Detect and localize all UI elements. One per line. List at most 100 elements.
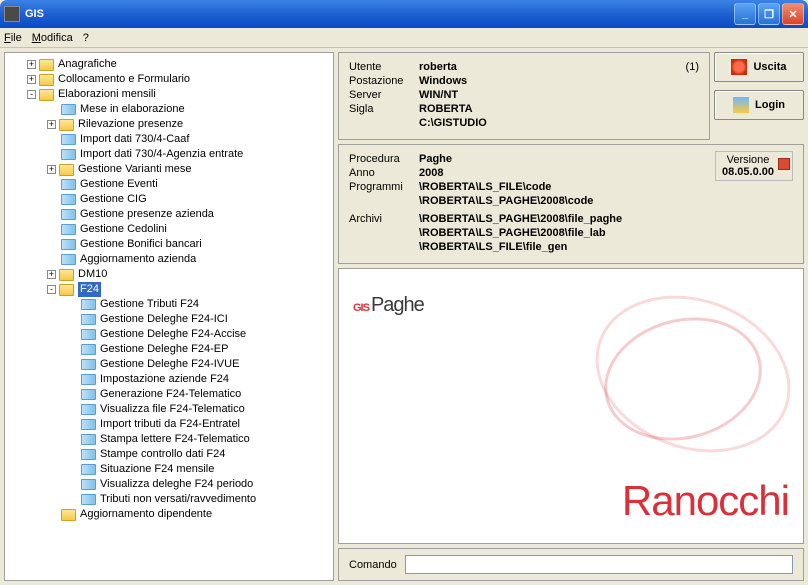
item-icon [81, 404, 96, 415]
tree-item-label: Gestione Cedolini [80, 222, 167, 237]
expand-toggle[interactable]: + [47, 165, 56, 174]
item-icon [81, 314, 96, 325]
version-label: Versione [722, 154, 774, 166]
tree-item[interactable]: -Elaborazioni mensili [7, 87, 331, 102]
tree-item[interactable]: Stampe controllo dati F24 [7, 447, 331, 462]
right-column: Utenteroberta(1) PostazioneWindows Serve… [338, 52, 804, 581]
item-icon [61, 209, 76, 220]
tree-item[interactable]: Gestione presenze azienda [7, 207, 331, 222]
tree-item[interactable]: +DM10 [7, 267, 331, 282]
tree-item-label: Aggiornamento azienda [80, 252, 196, 267]
programmi-label: Programmi [349, 181, 419, 193]
tree-item[interactable]: Visualizza deleghe F24 periodo [7, 477, 331, 492]
tree-item[interactable]: Gestione CIG [7, 192, 331, 207]
expand-toggle[interactable]: + [47, 270, 56, 279]
tree-item-label: Anagrafiche [58, 57, 117, 72]
version-box: Versione 08.05.0.00 [715, 151, 793, 181]
item-icon [61, 149, 76, 160]
tree-item-label: Visualizza deleghe F24 periodo [100, 477, 253, 492]
item-icon [81, 329, 96, 340]
content: + Anagrafiche + Collocamento e Formulario-E… [0, 48, 808, 585]
tree-panel[interactable]: + Anagrafiche + Collocamento e Formulario-E… [4, 52, 334, 581]
tree-item[interactable]: Visualizza file F24-Telematico [7, 402, 331, 417]
close-button[interactable]: ✕ [782, 3, 804, 25]
tree-item-label: Collocamento e Formulario [58, 72, 190, 87]
tree-item[interactable]: Generazione F24-Telematico [7, 387, 331, 402]
tree-item-label: Gestione Bonifici bancari [80, 237, 202, 252]
login-label: Login [755, 99, 785, 111]
archivi-path2: \ROBERTA\LS_PAGHE\2008\file_lab [419, 227, 606, 239]
logo-panel: GISPaghe Ranocchi [338, 268, 804, 544]
window-title: GIS [25, 8, 734, 20]
tree-item[interactable]: +Rilevazione presenze [7, 117, 331, 132]
tree-item-label: Import tributi da F24-Entratel [100, 417, 240, 432]
menu-modifica[interactable]: Modifica [32, 32, 73, 44]
sigla-value: ROBERTA [419, 103, 473, 115]
login-icon [733, 97, 749, 113]
folder-icon [59, 119, 74, 131]
item-icon [81, 464, 96, 475]
tree-item[interactable]: Gestione Deleghe F24-EP [7, 342, 331, 357]
item-icon [81, 374, 96, 385]
tree-item[interactable]: Tributi non versati/ravvedimento [7, 492, 331, 507]
tree-item[interactable]: Gestione Deleghe F24-Accise [7, 327, 331, 342]
item-icon [61, 224, 76, 235]
tree-item[interactable]: Aggiornamento azienda [7, 252, 331, 267]
tree-item[interactable]: Situazione F24 mensile [7, 462, 331, 477]
tree-item-label: Aggiornamento dipendente [80, 507, 212, 522]
folder-icon [39, 59, 54, 71]
tree-item[interactable]: + Collocamento e Formulario [7, 72, 331, 87]
procedura-value: Paghe [419, 153, 452, 165]
minimize-button[interactable]: _ [734, 3, 756, 25]
tree-item[interactable]: + Gestione Varianti mese [7, 162, 331, 177]
tree-item-label: Tributi non versati/ravvedimento [100, 492, 256, 507]
item-icon [81, 434, 96, 445]
menu-file[interactable]: File [4, 32, 22, 44]
menu-help[interactable]: ? [83, 32, 89, 44]
tree-item[interactable]: Import tributi da F24-Entratel [7, 417, 331, 432]
tree-item[interactable]: Mese in elaborazione [7, 102, 331, 117]
tree-item[interactable]: + Anagrafiche [7, 57, 331, 72]
tree-item-label: Import dati 730/4-Caaf [80, 132, 189, 147]
archivi-path1: \ROBERTA\LS_PAGHE\2008\file_paghe [419, 213, 622, 225]
programmi-path2: \ROBERTA\LS_PAGHE\2008\code [419, 195, 593, 207]
tree-item[interactable]: Gestione Deleghe F24-IVUE [7, 357, 331, 372]
button-column: Uscita Login [714, 52, 804, 140]
tree-item[interactable]: - F24 [7, 282, 331, 297]
tree-item[interactable]: Gestione Cedolini [7, 222, 331, 237]
tree-item[interactable]: Gestione Eventi [7, 177, 331, 192]
expand-toggle[interactable]: - [27, 90, 36, 99]
tree-item-label: Import dati 730/4-Agenzia entrate [80, 147, 243, 162]
tree-item[interactable]: Gestione Deleghe F24-ICI [7, 312, 331, 327]
archivi-label: Archivi [349, 213, 419, 225]
uscita-label: Uscita [753, 61, 786, 73]
maximize-button[interactable]: ❐ [758, 3, 780, 25]
uscita-button[interactable]: Uscita [714, 52, 804, 82]
pdf-icon[interactable] [778, 158, 790, 170]
tree-item[interactable]: Gestione Bonifici bancari [7, 237, 331, 252]
tree-item[interactable]: Stampa lettere F24-Telematico [7, 432, 331, 447]
tree-item-label: Stampe controllo dati F24 [100, 447, 225, 462]
tree-item[interactable]: Gestione Tributi F24 [7, 297, 331, 312]
utente-label: Utente [349, 61, 419, 73]
expand-toggle[interactable]: + [27, 75, 36, 84]
expand-toggle[interactable]: - [47, 285, 56, 294]
top-row: Utenteroberta(1) PostazioneWindows Serve… [338, 52, 804, 140]
item-icon [61, 179, 76, 190]
tree-item[interactable]: Import dati 730/4-Agenzia entrate [7, 147, 331, 162]
login-button[interactable]: Login [714, 90, 804, 120]
comando-label: Comando [349, 559, 397, 571]
tree-item[interactable]: Import dati 730/4-Caaf [7, 132, 331, 147]
programmi-path1: \ROBERTA\LS_FILE\code [419, 181, 551, 193]
tree-item[interactable]: Aggiornamento dipendente [7, 507, 331, 522]
folder-icon [39, 74, 54, 86]
tree-item-label: F24 [78, 282, 101, 297]
expand-toggle[interactable]: + [27, 60, 36, 69]
tree-item[interactable]: Impostazione aziende F24 [7, 372, 331, 387]
tree-item-label: Gestione Varianti mese [78, 162, 192, 177]
item-icon [81, 479, 96, 490]
comando-input[interactable] [405, 555, 793, 574]
tree-item-label: Gestione presenze azienda [80, 207, 214, 222]
tree-item-label: Mese in elaborazione [80, 102, 185, 117]
expand-toggle[interactable]: + [47, 120, 56, 129]
